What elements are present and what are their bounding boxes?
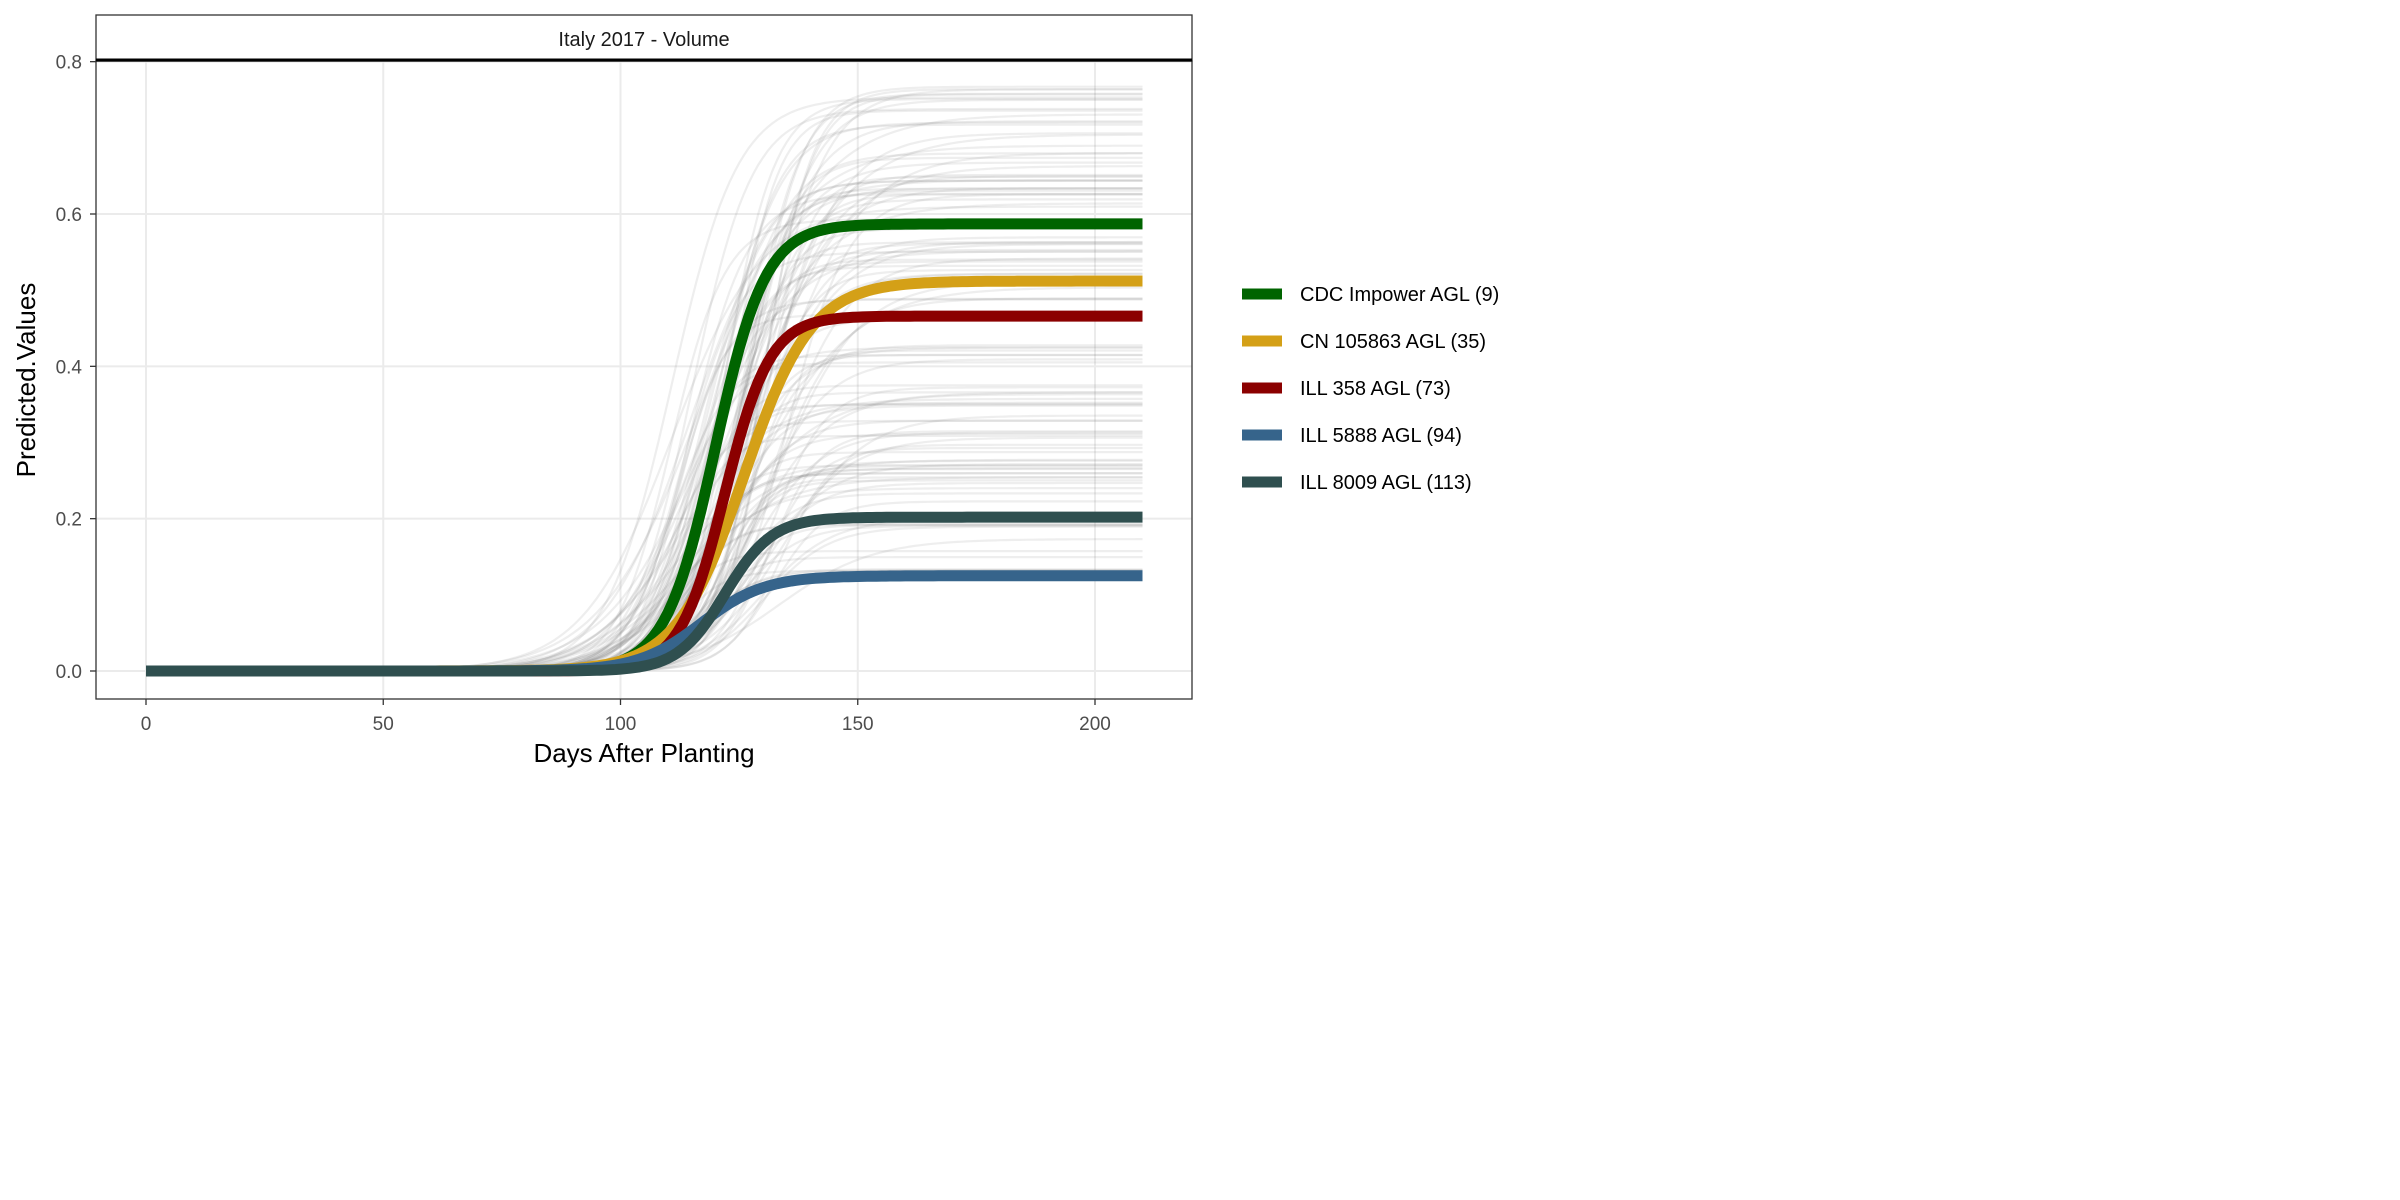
legend-key xyxy=(1242,288,1282,300)
x-tick-label: 0 xyxy=(141,714,152,735)
x-axis: 0 50 100 150 200 xyxy=(141,699,1111,735)
y-tick-label: 0.4 xyxy=(56,357,83,378)
y-axis: 0.0 0.2 0.4 0.6 0.8 xyxy=(56,53,96,683)
y-tick-label: 0.6 xyxy=(56,205,82,226)
y-tick-label: 0.8 xyxy=(56,53,82,74)
y-axis-title: Predicted.Values xyxy=(11,283,41,478)
background-series-lines xyxy=(146,85,1143,673)
legend-key xyxy=(1242,335,1282,347)
legend-key xyxy=(1242,382,1282,394)
x-tick-label: 50 xyxy=(373,714,394,735)
legend-key xyxy=(1242,476,1282,488)
x-tick-label: 200 xyxy=(1079,714,1111,735)
panel-strip: Italy 2017 - Volume xyxy=(95,14,1193,62)
legend: CDC Impower AGL (9) CN 105863 AGL (35) ILL… xyxy=(1242,284,1499,494)
legend-label: ILL 8009 AGL (113) xyxy=(1300,472,1472,494)
x-axis-title: Days After Planting xyxy=(533,738,754,768)
panel-title: Italy 2017 - Volume xyxy=(558,29,729,51)
legend-label: ILL 358 AGL (73) xyxy=(1300,378,1451,400)
legend-label: CN 105863 AGL (35) xyxy=(1300,331,1486,353)
highlighted-series-lines xyxy=(145,218,1144,677)
y-tick-label: 0.0 xyxy=(56,662,82,683)
x-tick-label: 100 xyxy=(605,714,637,735)
legend-key xyxy=(1242,429,1282,441)
legend-label: ILL 5888 AGL (94) xyxy=(1300,425,1462,447)
x-tick-label: 150 xyxy=(842,714,874,735)
chart: Italy 2017 - Volume 0 50 100 150 200 0.00.20… xyxy=(11,14,1499,768)
series-line-5 xyxy=(145,511,1144,677)
y-tick-label: 0.2 xyxy=(56,510,82,531)
legend-label: CDC Impower AGL (9) xyxy=(1300,284,1499,306)
